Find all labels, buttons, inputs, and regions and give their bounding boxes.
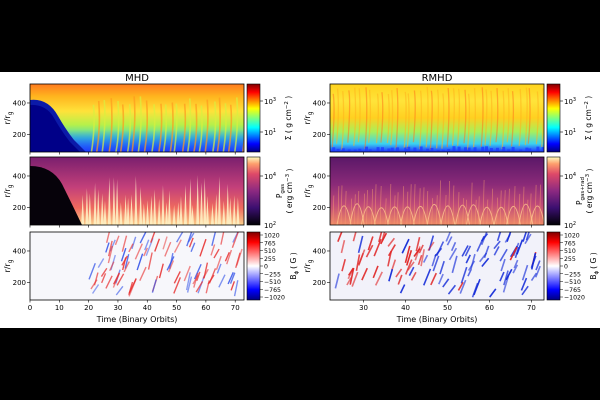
y-tick-label: 400 xyxy=(13,99,26,107)
ylabel-rmhd-pgas: r/rg xyxy=(303,184,314,197)
cb-tick-1e2-left: 102 xyxy=(264,221,276,230)
ylabel-rmhd-bphi: r/rg xyxy=(303,259,314,272)
bphi-cb-tick: 510 xyxy=(264,248,276,255)
x-tick-label: 60 xyxy=(201,304,210,312)
bphi-cb-tick: 0 xyxy=(564,264,568,271)
bphi-cb-tick: −1020 xyxy=(264,295,285,302)
cb-tick-1e3-left: 103 xyxy=(264,97,276,106)
bphi-cb-tick: 510 xyxy=(564,248,576,255)
cb-tick-1e1-right: 101 xyxy=(564,128,576,137)
title-rmhd: RMHD xyxy=(422,73,453,84)
y-tick-label: 200 xyxy=(313,204,326,212)
y-tick-label: 400 xyxy=(13,172,26,180)
ylabel-mhd-pgas: r/rg xyxy=(3,184,14,197)
mhd-bphi-panel xyxy=(30,232,244,300)
mhd-bphi-streaks xyxy=(88,232,243,297)
rmhd-sigma-waves xyxy=(331,86,544,152)
x-tick-label: 50 xyxy=(172,304,181,312)
bphi-cb-tick: 1020 xyxy=(564,233,580,240)
xlabel-mhd: Time (Binary Orbits) xyxy=(96,315,178,324)
bphi-cb-tick: 255 xyxy=(264,256,276,263)
cb-tick-1e4-left: 104 xyxy=(264,172,276,181)
rmhd-pgasrad-panel xyxy=(330,157,544,225)
colorbar-mhd-pgas xyxy=(246,156,261,226)
figure: MHD RMHD r/rg r/rg r/ xyxy=(0,72,600,328)
cb-label-pgas-left: Pgas xyxy=(275,184,286,198)
cb-units-pgas-left: ( erg cm−3 ) xyxy=(285,168,294,213)
cb-tick-1e3-right: 103 xyxy=(564,97,576,106)
bphi-cb-tick: 1020 xyxy=(264,233,280,240)
y-tick-label: 400 xyxy=(13,247,26,255)
bphi-cb-tick: −1020 xyxy=(564,295,585,302)
bphi-cb-tick: −255 xyxy=(264,271,281,278)
colorbar-mhd-bphi xyxy=(246,231,261,301)
x-tick-label: 70 xyxy=(231,304,240,312)
cb-sigma-ticks: 103 101 103 101 xyxy=(260,97,576,137)
rmhd-bphi-streaks xyxy=(334,232,541,298)
rmhd-bphi-panel xyxy=(330,232,544,300)
bphi-cb-tick: 765 xyxy=(264,240,276,247)
y-tick-label: 200 xyxy=(313,279,326,287)
mhd-pgas-panel xyxy=(30,157,244,225)
bphi-cb-tick: −765 xyxy=(564,287,581,294)
xlabel-rmhd: Time (Binary Orbits) xyxy=(396,315,478,324)
cb-tick-1e2-right: 102 xyxy=(564,221,576,230)
cb-tick-1e4-right: 104 xyxy=(564,172,576,181)
figure-svg: MHD RMHD r/rg r/rg r/ xyxy=(3,73,600,324)
rmhd-sigma-panel xyxy=(330,84,544,152)
x-tick-label: 0 xyxy=(28,304,32,312)
colorbar-rmhd-bphi xyxy=(546,231,561,301)
bphi-cb-tick: −765 xyxy=(264,287,281,294)
cb-label-pgasrad-right: Pgas+rad xyxy=(575,177,586,205)
cb-label-bphi-right: Bϕ( G ) xyxy=(589,252,600,279)
ylabel-mhd-sigma: r/rg xyxy=(3,111,14,124)
mhd-sigma-panel xyxy=(30,84,244,152)
colorbar-rmhd-sigma xyxy=(546,83,561,153)
title-mhd: MHD xyxy=(125,73,149,84)
cb-label-bphi-left: Bϕ( G ) xyxy=(289,252,300,279)
x-tick-label: 70 xyxy=(527,304,536,312)
y-tick-label: 400 xyxy=(313,247,326,255)
y-ticks: 200 400 200 400 200 400 200 400 200 400 200 400 xyxy=(13,99,330,287)
ylabel-mhd-bphi: r/rg xyxy=(3,259,14,272)
y-tick-label: 200 xyxy=(13,204,26,212)
colorbar-mhd-sigma xyxy=(246,83,261,153)
bphi-cb-tick: 765 xyxy=(564,240,576,247)
y-tick-label: 200 xyxy=(13,279,26,287)
x-tick-label: 20 xyxy=(84,304,93,312)
cb-label-sigma-right: Σ ( g cm−2 ) xyxy=(584,96,593,141)
y-tick-label: 400 xyxy=(313,172,326,180)
bphi-cb-tick: −510 xyxy=(564,279,581,286)
x-ticks: 0 10 20 30 40 50 60 70 30 40 50 60 70 xyxy=(28,152,536,312)
x-tick-label: 40 xyxy=(143,304,152,312)
bphi-cb-tick: −510 xyxy=(264,279,281,286)
x-tick-label: 10 xyxy=(55,304,64,312)
bphi-cb-tick: −255 xyxy=(564,271,581,278)
x-tick-label: 30 xyxy=(113,304,122,312)
mhd-pgas-spikes xyxy=(81,175,240,225)
bphi-cb-tick: 0 xyxy=(264,264,268,271)
y-tick-label: 200 xyxy=(13,131,26,139)
cb-label-sigma-left: Σ ( g cm−2 ) xyxy=(284,96,293,141)
bphi-cb-tick: 255 xyxy=(564,256,576,263)
cb-tick-1e1-left: 101 xyxy=(264,128,276,137)
colorbar-rmhd-pgas xyxy=(546,156,561,226)
cb-p-ticks: 104 102 104 102 xyxy=(260,172,576,230)
cb-units-pgasrad-right: ( erg cm−3 ) xyxy=(585,168,594,213)
rmhd-pgasrad-arcs xyxy=(332,180,544,225)
y-tick-label: 200 xyxy=(313,131,326,139)
x-tick-label: 40 xyxy=(401,304,410,312)
x-tick-label: 60 xyxy=(485,304,494,312)
x-tick-label: 50 xyxy=(443,304,452,312)
x-tick-label: 30 xyxy=(359,304,368,312)
y-labels: r/rg r/rg r/rg r/rg r/rg r/rg xyxy=(3,111,314,272)
cb-bphi-ticks: 10207655102550−255−510−765−1020102076551… xyxy=(260,233,585,302)
y-tick-label: 400 xyxy=(313,99,326,107)
mhd-sigma-waves xyxy=(90,96,244,152)
ylabel-rmhd-sigma: r/rg xyxy=(303,111,314,124)
